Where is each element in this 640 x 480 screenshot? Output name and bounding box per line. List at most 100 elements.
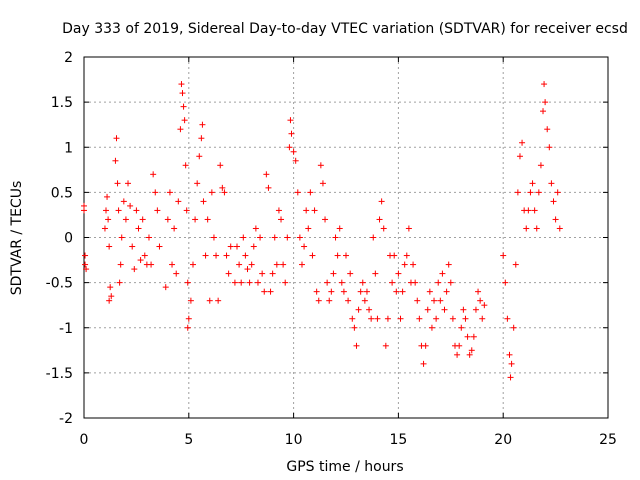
data-point — [244, 266, 251, 273]
data-point — [546, 144, 553, 151]
data-point — [462, 315, 469, 322]
x-tick-label: 10 — [285, 432, 303, 448]
data-point — [286, 144, 293, 151]
data-point — [284, 234, 291, 241]
data-point — [280, 261, 287, 268]
x-tick-label: 0 — [80, 432, 89, 448]
data-point — [552, 216, 559, 223]
data-point — [259, 270, 266, 277]
data-point — [397, 315, 404, 322]
data-point — [242, 252, 249, 259]
data-point — [135, 225, 142, 232]
data-point — [416, 315, 423, 322]
data-point — [370, 234, 377, 241]
data-point — [447, 279, 454, 286]
y-tick-label: -2 — [59, 411, 73, 427]
data-point — [180, 103, 187, 110]
data-point — [533, 225, 540, 232]
data-point — [275, 207, 282, 214]
data-point — [154, 207, 161, 214]
data-point — [456, 342, 463, 349]
data-point — [113, 135, 120, 142]
data-point — [83, 266, 90, 273]
data-point — [338, 279, 345, 286]
data-point — [184, 279, 191, 286]
data-point — [426, 288, 433, 295]
data-point — [240, 234, 247, 241]
data-point — [182, 162, 189, 169]
data-point — [502, 279, 509, 286]
data-point — [523, 225, 530, 232]
data-point — [477, 297, 484, 304]
data-point — [366, 306, 373, 313]
data-point — [508, 360, 515, 367]
data-point — [431, 297, 438, 304]
data-point — [535, 189, 542, 196]
data-point — [326, 297, 333, 304]
data-point — [145, 234, 152, 241]
data-point — [322, 216, 329, 223]
data-point — [336, 225, 343, 232]
data-point — [372, 270, 379, 277]
data-point — [81, 207, 87, 214]
data-point — [204, 216, 211, 223]
grid — [84, 57, 608, 418]
data-point — [389, 279, 396, 286]
data-point — [238, 279, 245, 286]
data-point — [189, 261, 196, 268]
data-point — [223, 252, 230, 259]
data-point — [470, 333, 477, 340]
data-point — [554, 189, 561, 196]
data-point — [544, 126, 551, 133]
y-tick-label: 1 — [64, 140, 73, 156]
data-point — [439, 270, 446, 277]
data-point — [290, 148, 297, 155]
data-point — [104, 193, 111, 200]
data-point — [199, 121, 206, 128]
data-point — [287, 117, 294, 124]
data-point — [183, 207, 190, 214]
data-point — [507, 374, 514, 381]
data-point — [401, 261, 408, 268]
data-point — [475, 288, 482, 295]
data-point — [221, 189, 228, 196]
data-point — [178, 81, 185, 88]
data-point — [363, 288, 370, 295]
data-point — [403, 252, 410, 259]
data-point — [225, 270, 232, 277]
data-point — [315, 297, 322, 304]
data-point — [548, 180, 555, 187]
data-point — [252, 225, 259, 232]
data-point — [133, 207, 140, 214]
data-point — [514, 189, 521, 196]
data-point — [556, 225, 563, 232]
y-tick-label: 0.5 — [51, 185, 73, 201]
data-point — [150, 171, 157, 178]
data-point — [257, 234, 264, 241]
data-point — [441, 306, 448, 313]
data-point — [296, 234, 303, 241]
data-point — [472, 306, 479, 313]
data-point — [343, 252, 349, 259]
data-point — [374, 315, 381, 322]
data-point — [175, 198, 182, 205]
data-point — [131, 266, 138, 273]
data-point — [217, 162, 224, 169]
data-point — [376, 216, 383, 223]
data-point — [213, 252, 220, 259]
data-point — [510, 324, 517, 331]
data-point — [206, 297, 213, 304]
data-point — [351, 324, 358, 331]
data-point — [118, 234, 125, 241]
data-point — [454, 351, 461, 358]
y-tick-label: 0 — [64, 231, 73, 247]
data-point — [210, 234, 217, 241]
data-point — [542, 99, 549, 106]
data-point — [208, 189, 215, 196]
data-point — [359, 279, 366, 286]
data-point — [330, 270, 337, 277]
x-tick-label: 20 — [494, 432, 512, 448]
data-point — [437, 297, 444, 304]
y-tick-label: -0.5 — [46, 276, 73, 292]
